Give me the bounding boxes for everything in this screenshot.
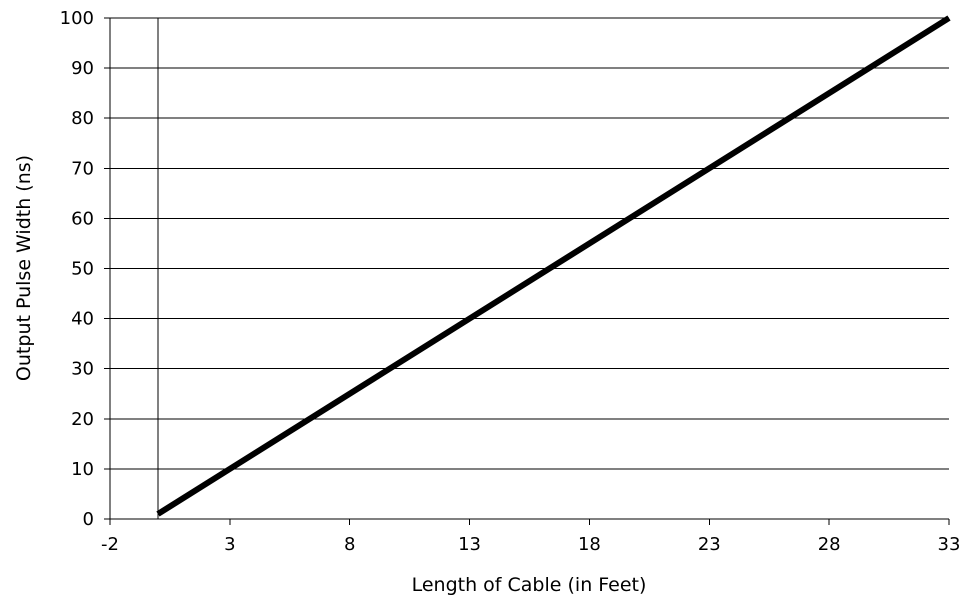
x-tick-label: -2 <box>101 534 119 555</box>
y-tick-label: 60 <box>71 208 94 229</box>
y-tick-label: 50 <box>71 259 94 280</box>
y-tick-label: 0 <box>83 509 94 530</box>
y-tick-labels: 0 10 20 30 40 50 60 70 80 90 100 <box>60 8 94 530</box>
tick-marks <box>104 17 950 525</box>
x-tick-label: 33 <box>938 534 961 555</box>
x-tick-label: 13 <box>458 534 481 555</box>
x-tick-labels: -2 3 8 13 18 23 28 33 <box>101 534 960 555</box>
series-line-0 <box>156 15 951 517</box>
x-tick-label: 28 <box>818 534 841 555</box>
y-tick-label: 40 <box>71 309 94 330</box>
y-tick-label: 90 <box>71 58 94 79</box>
y-tick-label: 10 <box>71 459 94 480</box>
x-tick-label: 23 <box>698 534 721 555</box>
y-tick-label: 100 <box>60 8 94 29</box>
x-tick-label: 18 <box>578 534 601 555</box>
y-axis-title: Output Pulse Width (ns) <box>13 155 35 381</box>
x-tick-label: 8 <box>344 534 355 555</box>
y-tick-label: 80 <box>71 108 94 129</box>
y-tick-label: 30 <box>71 359 94 380</box>
x-tick-label: 3 <box>224 534 235 555</box>
x-axis-title: Length of Cable (in Feet) <box>412 574 647 596</box>
y-tick-label: 70 <box>71 158 94 179</box>
y-tick-label: 20 <box>71 409 94 430</box>
grid-lines <box>110 17 949 519</box>
series-layer <box>156 15 951 517</box>
